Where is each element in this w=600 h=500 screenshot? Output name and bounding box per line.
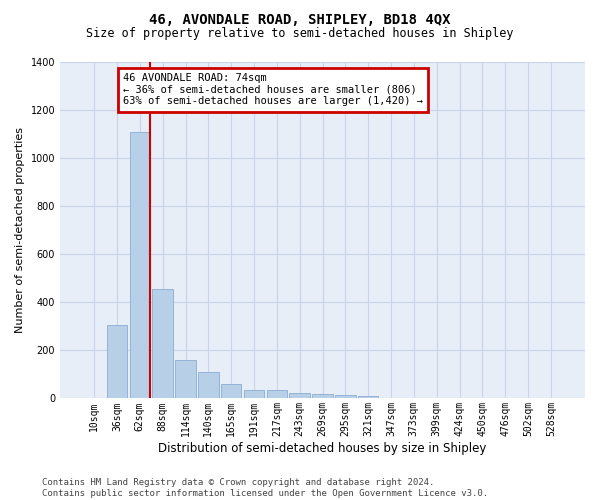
- Bar: [221, 384, 241, 398]
- Bar: [358, 396, 379, 398]
- Bar: [289, 393, 310, 398]
- Text: Size of property relative to semi-detached houses in Shipley: Size of property relative to semi-detach…: [86, 28, 514, 40]
- X-axis label: Distribution of semi-detached houses by size in Shipley: Distribution of semi-detached houses by …: [158, 442, 487, 455]
- Bar: [266, 390, 287, 398]
- Bar: [244, 390, 264, 398]
- Bar: [107, 325, 127, 398]
- Text: 46 AVONDALE ROAD: 74sqm
← 36% of semi-detached houses are smaller (806)
63% of s: 46 AVONDALE ROAD: 74sqm ← 36% of semi-de…: [123, 74, 423, 106]
- Bar: [312, 394, 333, 398]
- Bar: [198, 372, 218, 398]
- Bar: [152, 289, 173, 399]
- Bar: [335, 395, 356, 398]
- Text: Contains HM Land Registry data © Crown copyright and database right 2024.
Contai: Contains HM Land Registry data © Crown c…: [42, 478, 488, 498]
- Bar: [130, 132, 150, 398]
- Y-axis label: Number of semi-detached properties: Number of semi-detached properties: [15, 127, 25, 333]
- Text: 46, AVONDALE ROAD, SHIPLEY, BD18 4QX: 46, AVONDALE ROAD, SHIPLEY, BD18 4QX: [149, 12, 451, 26]
- Bar: [175, 360, 196, 399]
